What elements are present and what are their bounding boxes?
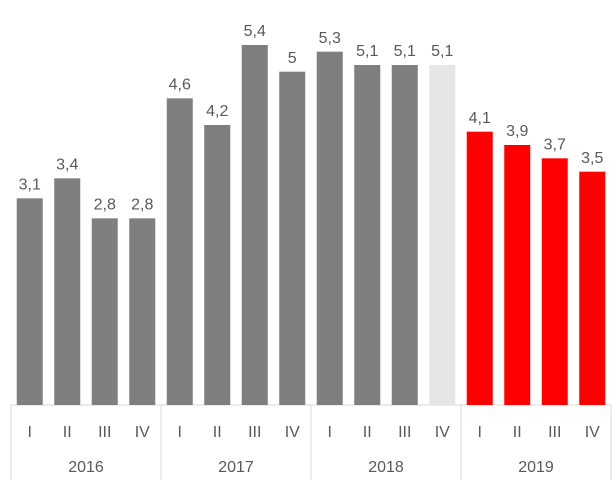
data-label: 5,1 (356, 43, 378, 60)
data-label: 5 (288, 50, 297, 67)
bar (129, 218, 156, 405)
bar (466, 131, 493, 405)
group-label: 2017 (218, 459, 254, 476)
data-label: 5,1 (431, 43, 453, 60)
data-label: 3,1 (19, 177, 41, 194)
bar (16, 198, 43, 405)
data-label: 4,6 (169, 77, 191, 94)
bar (316, 51, 343, 406)
bar (204, 125, 231, 405)
data-label: 3,9 (506, 123, 528, 140)
group-label: 2019 (518, 459, 554, 476)
bar (579, 171, 606, 405)
data-label: 2,8 (131, 197, 153, 214)
bar (279, 71, 306, 406)
bar (504, 145, 531, 405)
data-label: 4,2 (206, 103, 228, 120)
x-tick-label: I (28, 424, 32, 441)
x-tick-label: III (98, 424, 111, 441)
bar (91, 218, 118, 405)
data-label: 4,1 (469, 110, 491, 127)
data-label: 3,5 (581, 150, 603, 167)
x-tick-label: II (363, 424, 372, 441)
x-tick-label: III (398, 424, 411, 441)
x-tick-label: II (63, 424, 72, 441)
x-tick-label: IV (585, 424, 600, 441)
bar (241, 45, 268, 405)
data-label: 2,8 (94, 197, 116, 214)
bar (429, 65, 456, 405)
bar (166, 98, 193, 405)
data-label: 3,7 (544, 137, 566, 154)
x-tick-label: II (213, 424, 222, 441)
group-label: 2016 (68, 459, 104, 476)
x-tick-label: IV (435, 424, 450, 441)
bar (391, 65, 418, 405)
x-tick-label: I (478, 424, 482, 441)
data-label: 3,4 (56, 157, 78, 174)
bar (354, 65, 381, 405)
bar (541, 158, 568, 405)
x-tick-label: IV (135, 424, 150, 441)
data-label: 5,4 (244, 23, 266, 40)
x-tick-label: IV (285, 424, 300, 441)
data-label: 5,3 (319, 30, 341, 47)
x-tick-label: I (328, 424, 332, 441)
bar (54, 178, 81, 405)
group-label: 2018 (368, 459, 404, 476)
data-label: 5,1 (394, 43, 416, 60)
x-tick-label: III (548, 424, 561, 441)
x-tick-label: III (248, 424, 261, 441)
x-tick-label: I (178, 424, 182, 441)
x-tick-label: II (513, 424, 522, 441)
